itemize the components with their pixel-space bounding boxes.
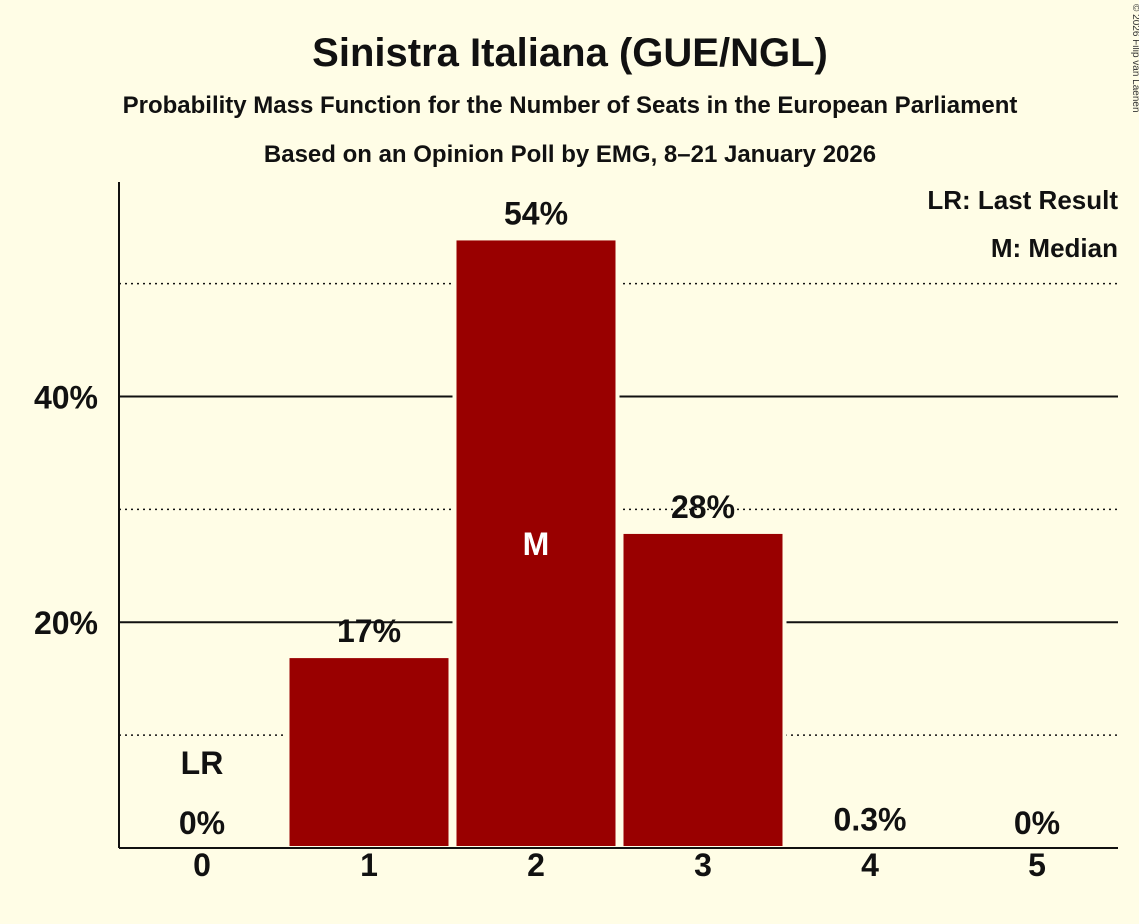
bar-value-label: 28%: [671, 489, 735, 525]
legend-median: M: Median: [991, 233, 1118, 263]
y-tick-label: 40%: [34, 379, 98, 415]
copyright-text: © 2026 Filip van Laenen: [1130, 4, 1139, 113]
bar: [619, 529, 787, 850]
legend-last-result: LR: Last Result: [927, 185, 1118, 215]
median-marker: M: [523, 526, 550, 562]
bar-value-label: 17%: [337, 613, 401, 649]
bar-value-label: 0%: [1014, 805, 1060, 841]
x-tick-label: 4: [861, 847, 879, 883]
x-tick-label: 0: [193, 847, 211, 883]
bar-labels: 0% LR 17% 54% M 28% 0.3% 0%: [179, 195, 1060, 841]
bar-value-label: 54%: [504, 195, 568, 231]
x-tick-label: 1: [360, 847, 378, 883]
chart-title: Sinistra Italiana (GUE/NGL): [312, 31, 828, 75]
x-tick-labels: 0 1 2 3 4 5: [193, 847, 1046, 883]
y-tick-label: 20%: [34, 605, 98, 641]
y-tick-labels: 20% 40%: [34, 379, 98, 641]
x-tick-label: 5: [1028, 847, 1046, 883]
bars: [285, 236, 954, 851]
x-tick-label: 2: [527, 847, 545, 883]
x-tick-label: 3: [694, 847, 712, 883]
bar-value-label: 0.3%: [834, 802, 907, 838]
bar: [285, 654, 453, 850]
bar: [452, 236, 620, 850]
chart-subtitle-poll: Based on an Opinion Poll by EMG, 8–21 Ja…: [264, 141, 876, 168]
bar-value-label: 0%: [179, 805, 225, 841]
last-result-marker: LR: [181, 745, 224, 781]
chart-subtitle: Probability Mass Function for the Number…: [123, 92, 1018, 119]
